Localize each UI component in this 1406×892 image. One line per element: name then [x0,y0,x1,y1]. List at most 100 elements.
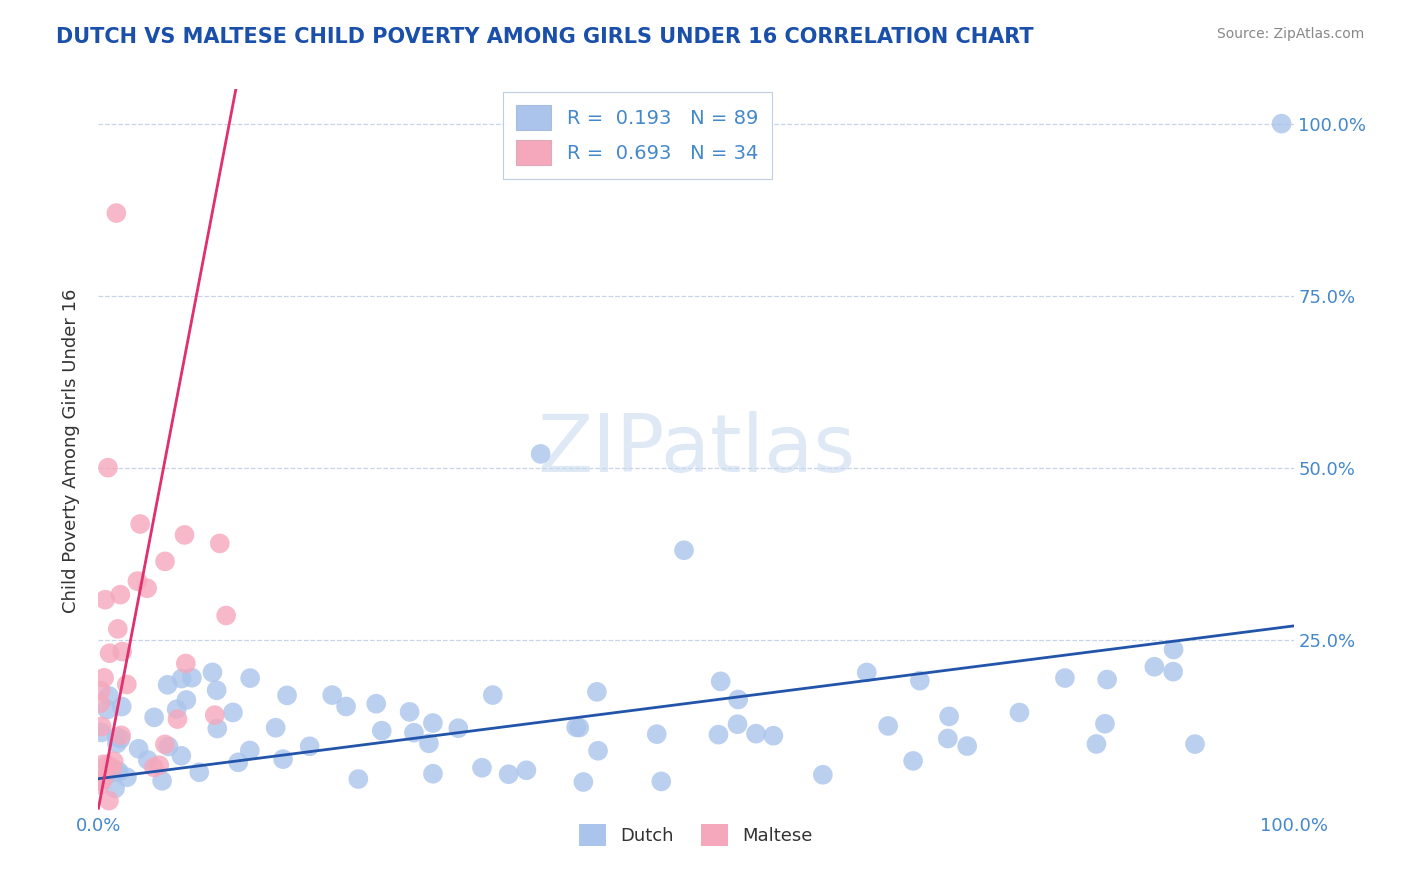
Point [239,743,262,757]
Point [727,717,749,731]
Point [136,753,159,767]
Text: DUTCH VS MALTESE CHILD POVERTY AMONG GIRLS UNDER 16 CORRELATION CHART: DUTCH VS MALTESE CHILD POVERTY AMONG GIR… [56,27,1033,46]
Point [91,757,114,772]
Point [673,543,696,558]
Point [90,725,112,739]
Point [422,766,444,780]
Point [98,766,121,780]
Point [1143,659,1166,673]
Point [215,608,238,623]
Point [89,696,111,710]
Point [96,758,118,772]
Point [956,739,979,753]
Point [565,720,588,734]
Point [908,673,931,688]
Point [207,722,229,736]
Point [298,739,321,754]
Point [471,761,494,775]
Point [276,689,298,703]
Point [105,206,128,220]
Point [108,764,131,779]
Point [371,723,394,738]
Point [1053,671,1076,685]
Point [855,665,877,680]
Point [188,765,211,780]
Point [89,778,111,792]
Point [105,765,128,780]
Point [515,764,537,778]
Point [264,721,287,735]
Legend: Dutch, Maltese: Dutch, Maltese [572,817,820,854]
Point [226,756,249,770]
Point [877,719,900,733]
Point [1085,737,1108,751]
Point [94,592,117,607]
Point [811,768,834,782]
Point [127,574,149,588]
Point [103,754,125,768]
Point [115,770,138,784]
Point [110,588,132,602]
Point [93,772,115,786]
Point [321,688,343,702]
Point [87,774,110,789]
Point [422,716,444,731]
Point [201,665,224,680]
Point [98,794,121,808]
Point [645,727,668,741]
Point [568,721,591,735]
Point [129,516,152,531]
Point [710,674,733,689]
Point [239,671,262,685]
Point [572,775,595,789]
Point [111,644,134,658]
Point [402,725,425,739]
Point [530,447,553,461]
Point [347,772,370,786]
Point [97,689,120,703]
Point [205,683,228,698]
Text: Source: ZipAtlas.com: Source: ZipAtlas.com [1216,27,1364,41]
Point [1184,737,1206,751]
Point [90,683,112,698]
Point [166,702,188,716]
Point [166,712,188,726]
Point [727,692,749,706]
Point [96,703,118,717]
Point [90,773,112,788]
Point [271,752,294,766]
Point [901,754,924,768]
Point [745,727,768,741]
Point [150,773,173,788]
Point [136,581,159,595]
Point [936,731,959,746]
Point [110,728,132,742]
Point [335,699,357,714]
Point [157,739,180,754]
Point [418,736,440,750]
Point [222,706,245,720]
Point [1163,642,1185,657]
Point [111,699,134,714]
Point [156,678,179,692]
Point [762,729,785,743]
Point [707,728,730,742]
Point [143,710,166,724]
Point [586,685,609,699]
Point [153,554,176,568]
Point [105,737,128,751]
Point [97,460,120,475]
Point [1161,665,1184,679]
Point [173,528,195,542]
Point [204,708,226,723]
Text: ZIPatlas: ZIPatlas [537,411,855,490]
Point [181,671,204,685]
Point [170,748,193,763]
Point [1094,716,1116,731]
Point [148,758,170,772]
Point [208,536,231,550]
Point [1095,673,1118,687]
Point [93,671,115,685]
Point [1008,706,1031,720]
Point [170,672,193,686]
